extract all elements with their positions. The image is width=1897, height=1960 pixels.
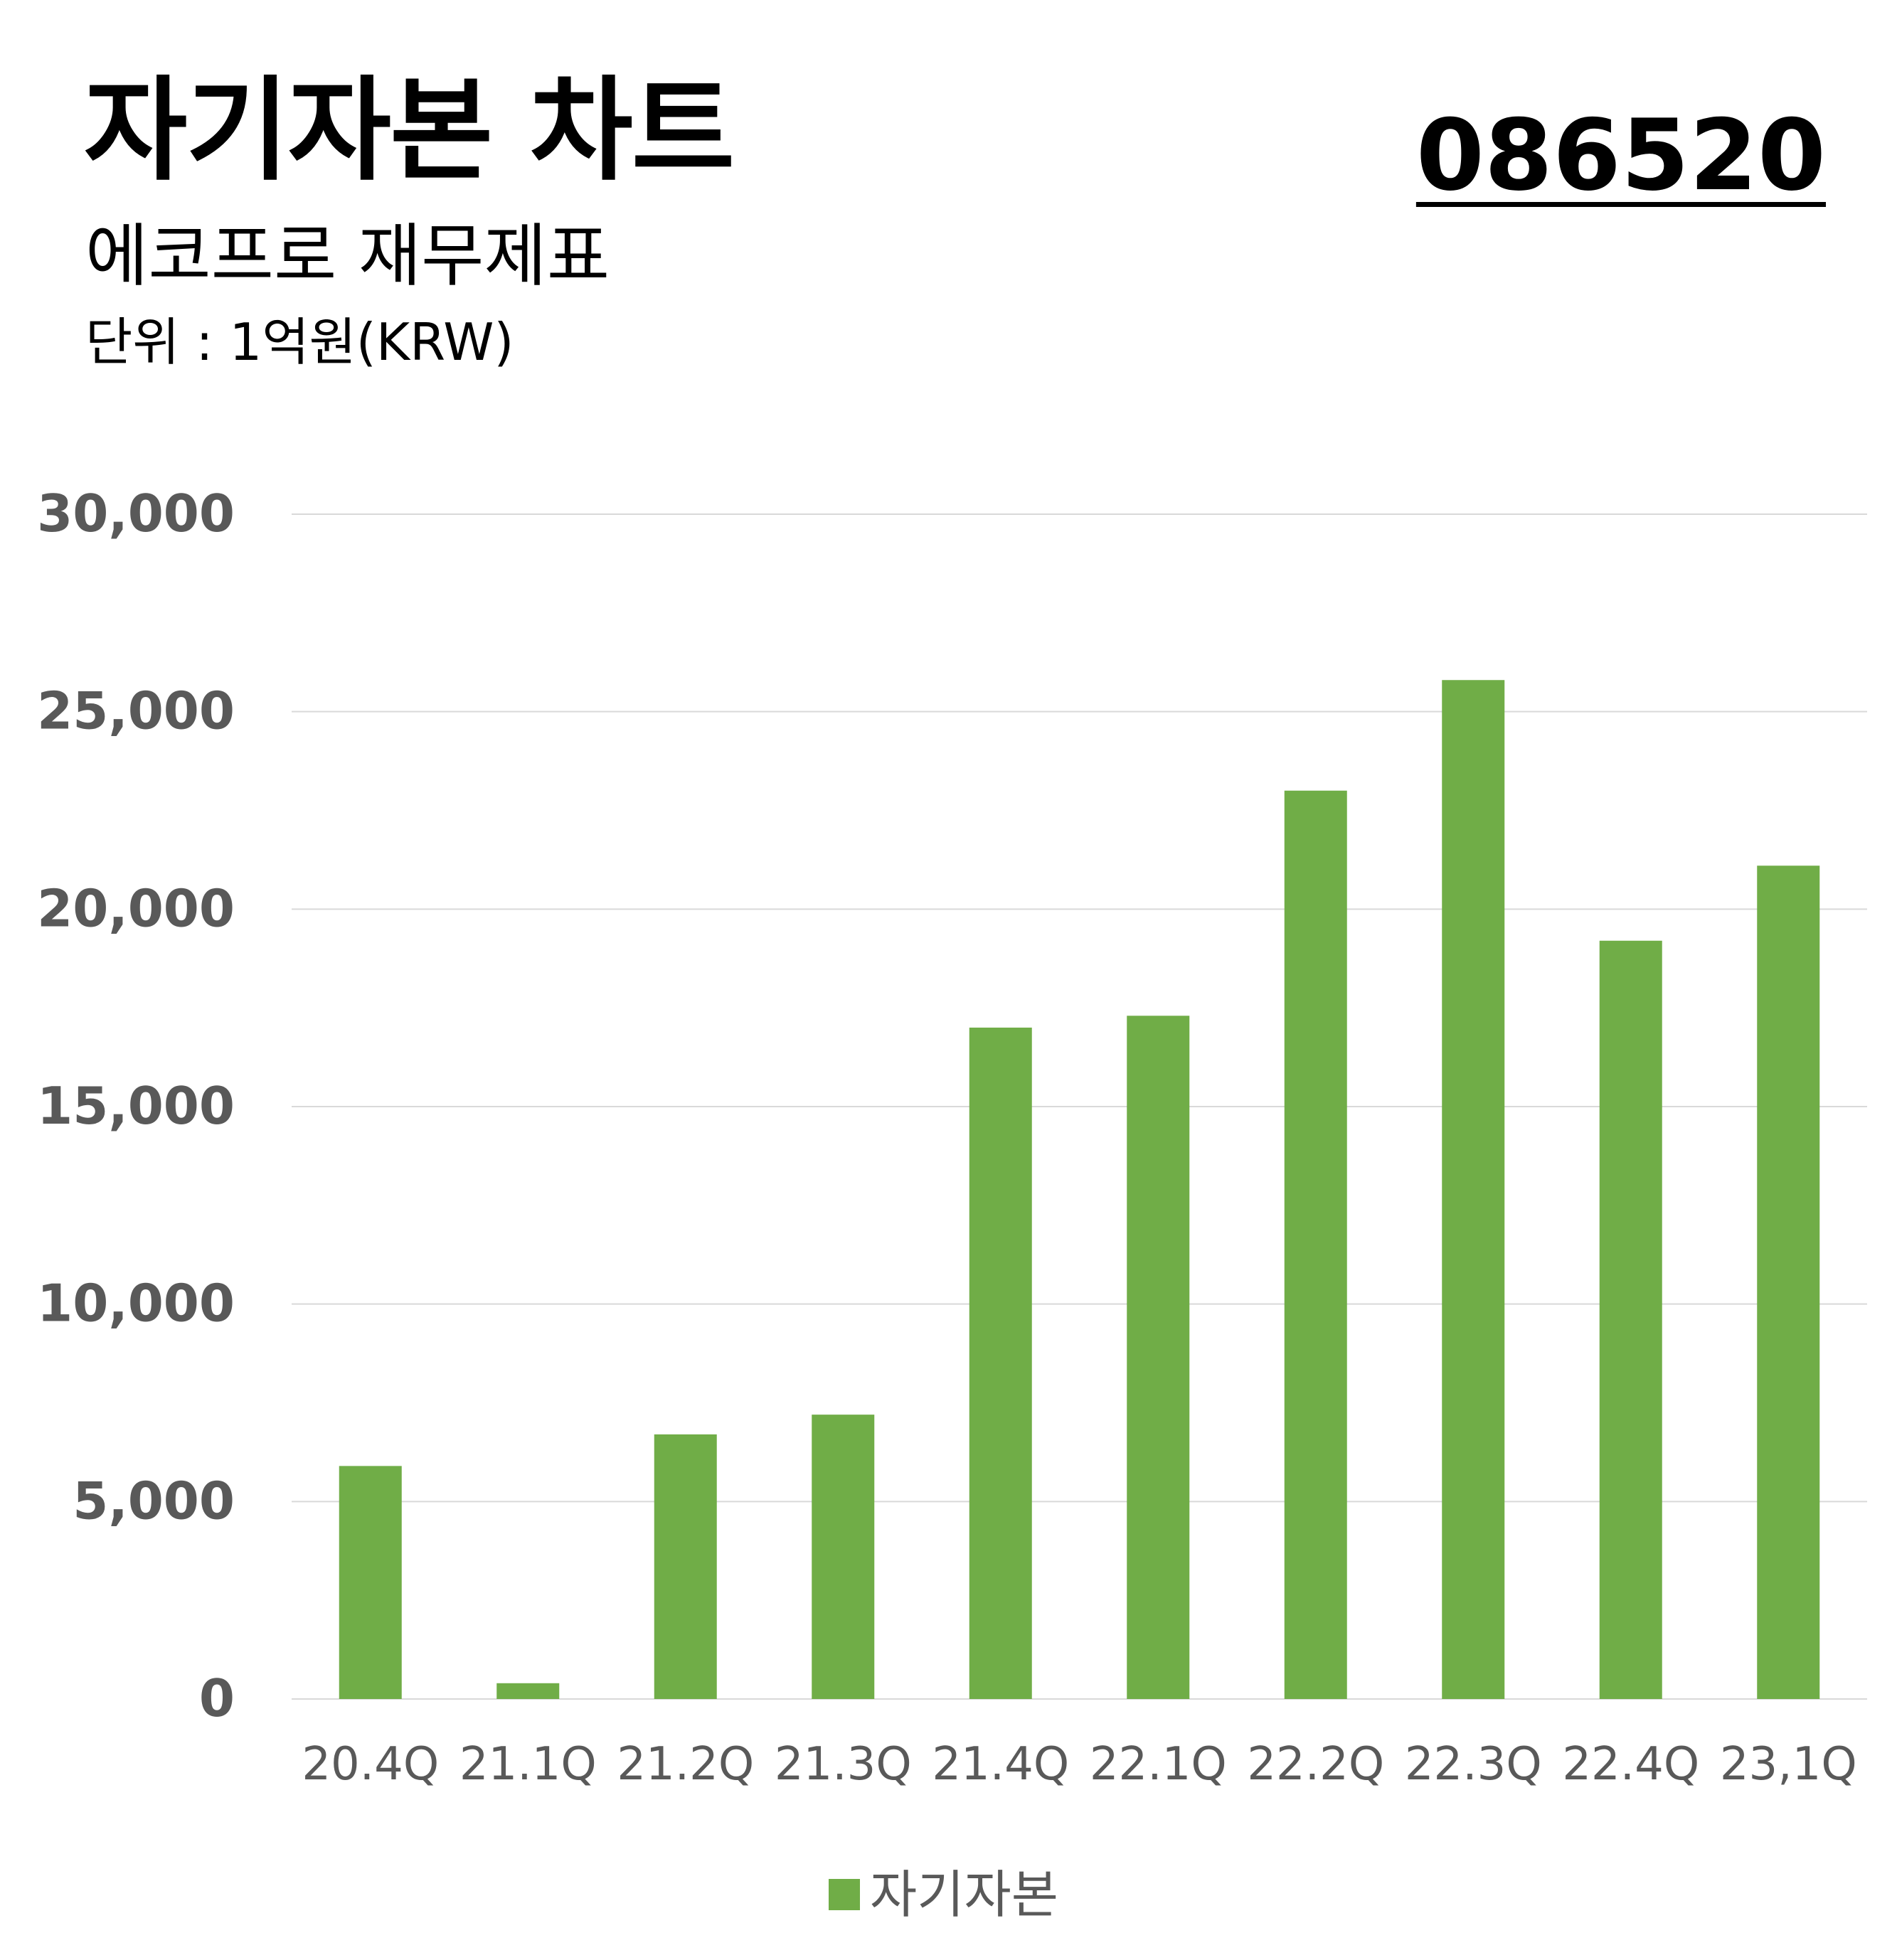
unit-label: 단위 : 1억원(KRW) xyxy=(85,312,514,372)
y-tick-label: 5,000 xyxy=(73,1471,235,1530)
x-tick-label: 22.2Q xyxy=(1247,1738,1384,1791)
stock-code: 086520 xyxy=(1415,98,1826,213)
y-tick-label: 10,000 xyxy=(37,1274,235,1333)
y-tick-label: 0 xyxy=(199,1668,235,1728)
x-tick-label: 22.1Q xyxy=(1090,1738,1227,1791)
x-tick-label: 21.4Q xyxy=(932,1738,1069,1791)
x-tick-label: 20.4Q xyxy=(302,1738,439,1791)
y-tick-label: 20,000 xyxy=(37,878,235,938)
y-tick-label: 30,000 xyxy=(37,484,235,543)
bar xyxy=(1757,866,1820,1699)
bar-chart: 0 5,000 10,000 15,000 20,000 25,000 30,000 20.4… xyxy=(37,484,1867,1791)
legend: 자기자본 xyxy=(829,1869,1058,1920)
bar xyxy=(1127,1016,1190,1699)
bar xyxy=(969,1027,1032,1699)
bar xyxy=(496,1683,560,1699)
bar xyxy=(339,1466,402,1699)
bar xyxy=(1284,790,1347,1699)
y-tick-label: 15,000 xyxy=(37,1076,235,1136)
x-tick-label: 21.3Q xyxy=(775,1738,912,1791)
legend-label: 자기자본 xyxy=(870,1865,1058,1924)
bar xyxy=(1442,680,1505,1699)
x-tick-label: 23,1Q xyxy=(1720,1738,1857,1791)
x-tick-label: 22.4Q xyxy=(1562,1738,1699,1791)
y-tick-label: 25,000 xyxy=(37,681,235,741)
x-tick-label: 21.2Q xyxy=(617,1738,754,1791)
bar xyxy=(654,1434,717,1699)
x-tick-label: 21.1Q xyxy=(459,1738,597,1791)
bar xyxy=(812,1415,875,1699)
bar xyxy=(1599,940,1662,1699)
chart-title: 자기자본 차트 xyxy=(84,65,735,196)
legend-swatch xyxy=(829,1879,860,1910)
x-tick-label: 22.3Q xyxy=(1405,1738,1542,1791)
chart-subtitle: 에코프로 재무제표 xyxy=(85,216,610,296)
